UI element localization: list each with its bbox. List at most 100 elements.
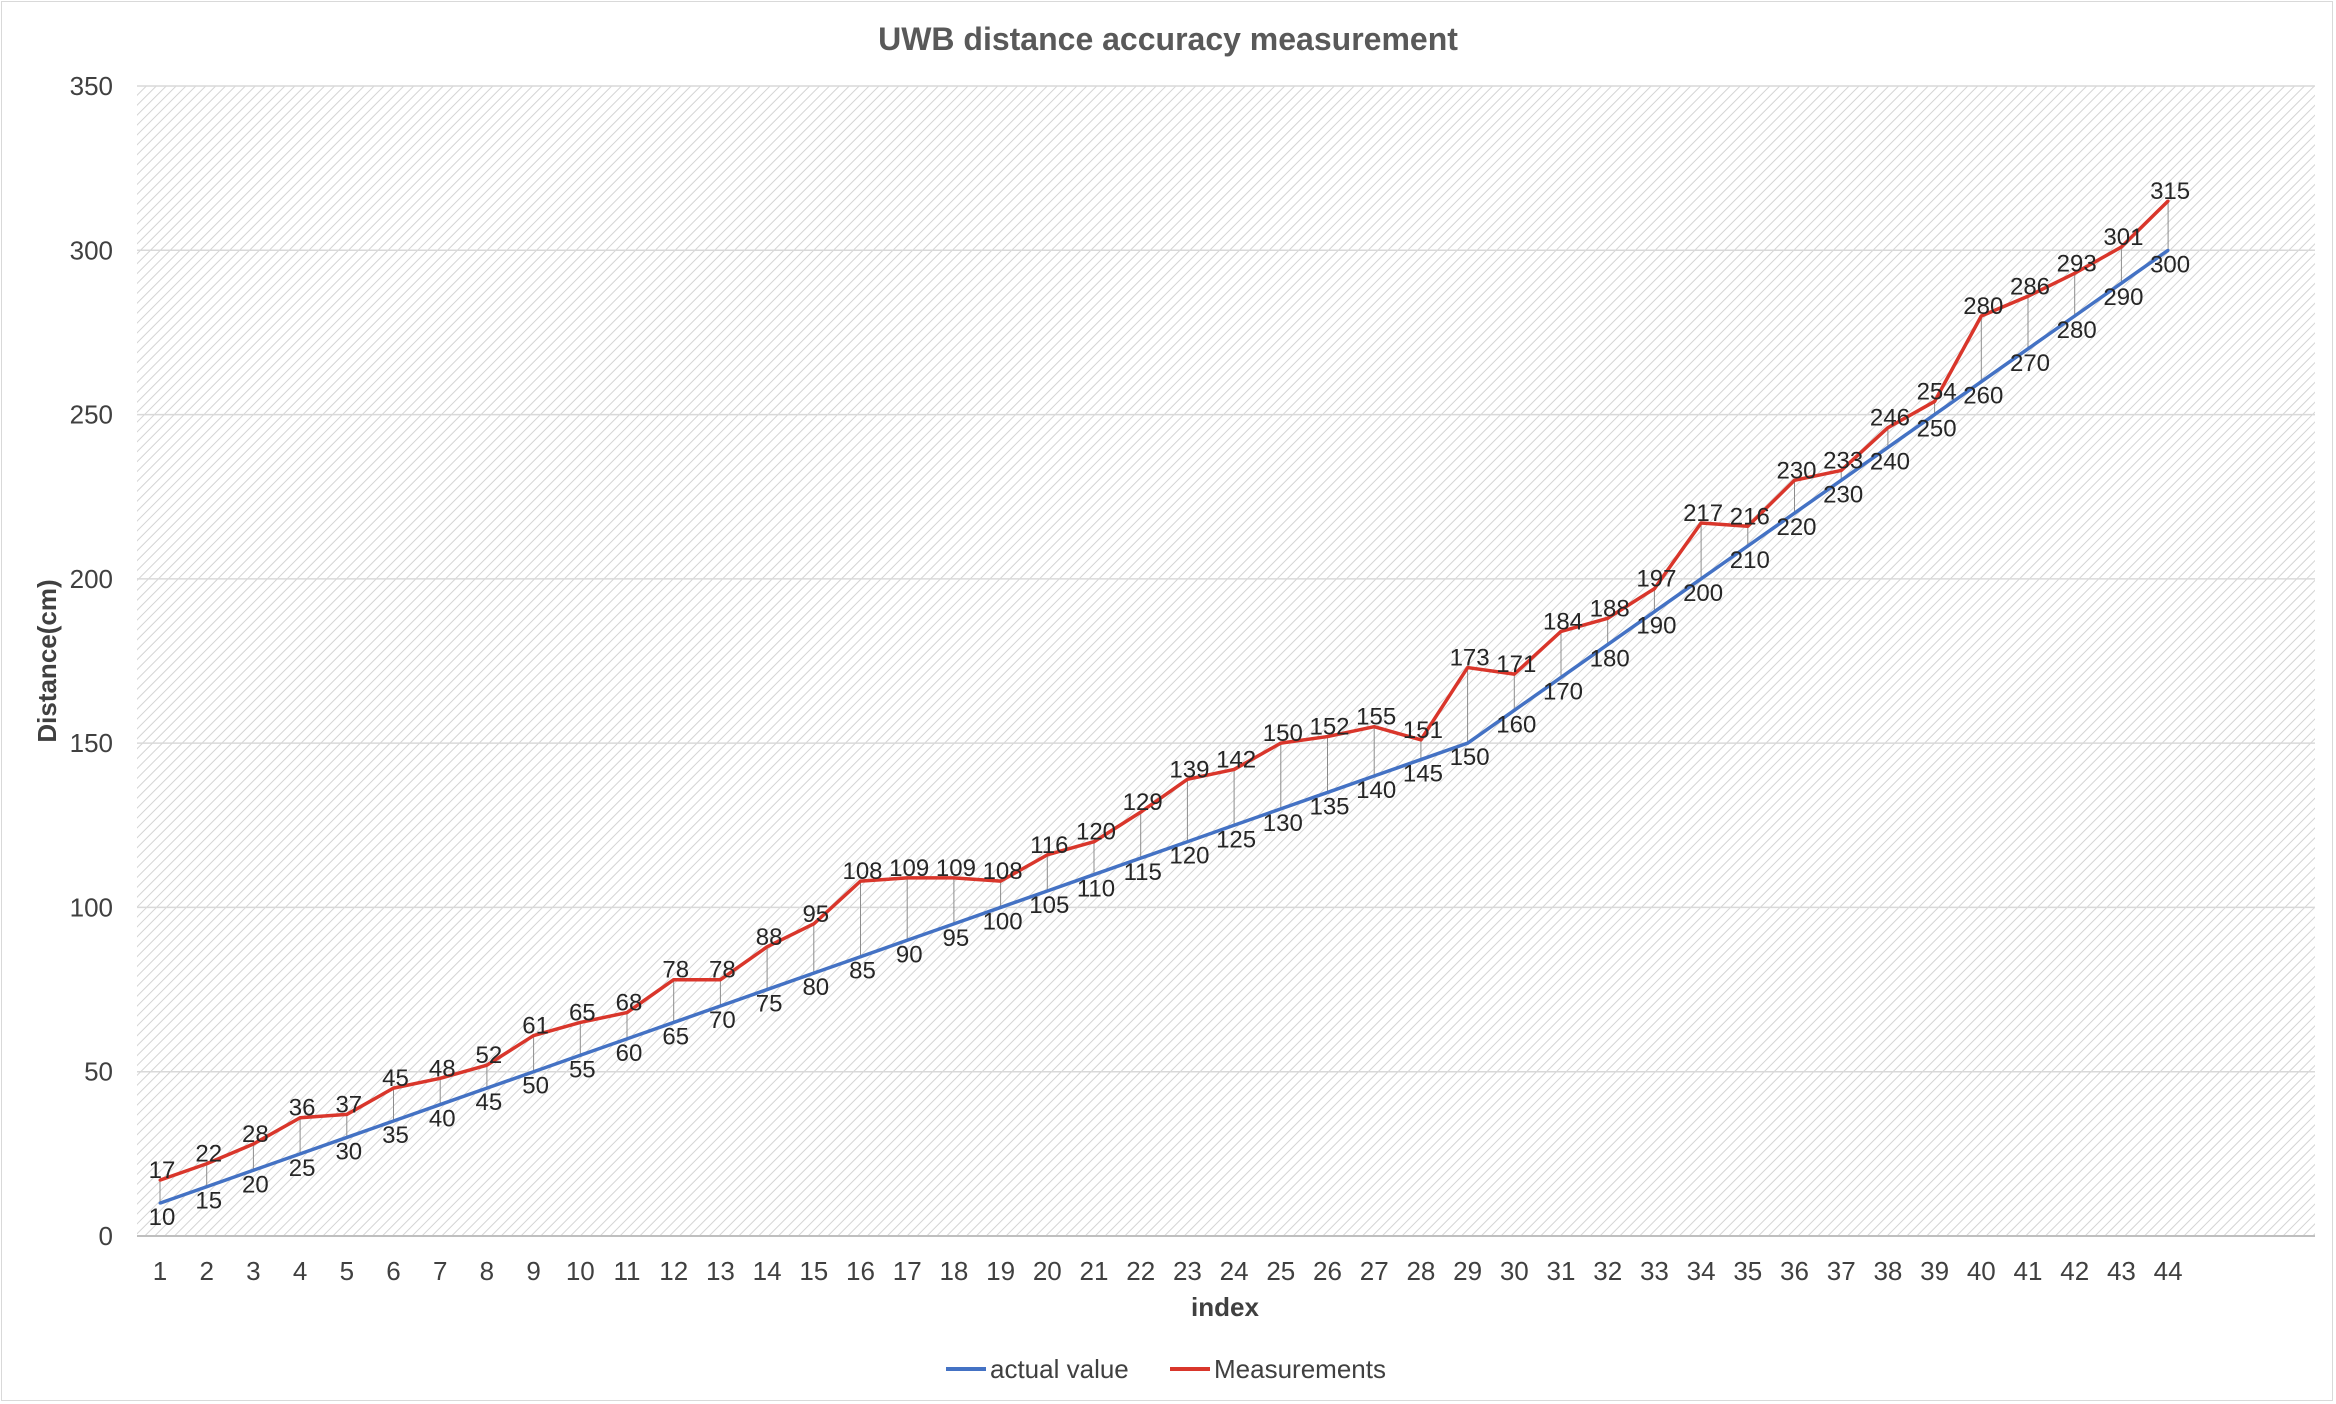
- data-label: 246: [1870, 405, 1910, 432]
- data-point: [345, 1112, 349, 1116]
- data-point: [1185, 777, 1189, 781]
- data-point: [2026, 347, 2030, 351]
- x-tick-label: 27: [1360, 1256, 1389, 1286]
- data-label: 233: [1823, 447, 1863, 474]
- data-point: [952, 876, 956, 880]
- data-point: [2073, 271, 2077, 275]
- data-point: [812, 971, 816, 975]
- data-point: [1232, 767, 1236, 771]
- data-label: 78: [709, 957, 736, 984]
- data-point: [1652, 610, 1656, 614]
- x-tick-label: 17: [893, 1256, 922, 1286]
- data-label: 20: [242, 1171, 269, 1198]
- data-label: 85: [849, 958, 876, 985]
- x-tick-label: 31: [1547, 1256, 1576, 1286]
- data-label: 120: [1076, 819, 1116, 846]
- data-label: 160: [1496, 711, 1536, 738]
- data-point: [1045, 889, 1049, 893]
- data-label: 184: [1543, 608, 1583, 635]
- legend-label: Measurements: [1214, 1354, 1386, 1384]
- x-tick-label: 26: [1313, 1256, 1342, 1286]
- x-tick-label: 21: [1080, 1256, 1109, 1286]
- data-label: 25: [289, 1155, 316, 1182]
- data-label: 210: [1730, 547, 1770, 574]
- x-tick-label: 3: [246, 1256, 260, 1286]
- data-point: [1839, 478, 1843, 482]
- data-point: [1886, 426, 1890, 430]
- data-label: 30: [335, 1138, 362, 1165]
- y-tick-label: 200: [70, 564, 113, 594]
- data-point: [765, 988, 769, 992]
- data-label: 280: [2057, 317, 2097, 344]
- y-axis-ticks: 0 50 100 150 200 250 300 350: [70, 71, 113, 1251]
- x-tick-label: 6: [386, 1256, 400, 1286]
- data-point: [1092, 840, 1096, 844]
- x-tick-label: 18: [939, 1256, 968, 1286]
- x-tick-label: 16: [846, 1256, 875, 1286]
- data-point: [625, 1011, 629, 1015]
- data-label: 68: [616, 990, 643, 1017]
- data-label: 36: [289, 1095, 316, 1122]
- data-label: 220: [1776, 514, 1816, 541]
- data-label: 35: [382, 1122, 409, 1149]
- data-point: [1466, 741, 1470, 745]
- data-point: [251, 1142, 255, 1146]
- data-point: [1699, 577, 1703, 581]
- data-point: [298, 1116, 302, 1120]
- drop-lines: [159, 201, 2169, 1204]
- x-tick-label: 20: [1033, 1256, 1062, 1286]
- data-label: 180: [1590, 646, 1630, 673]
- data-label: 15: [195, 1188, 222, 1215]
- data-label: 293: [2057, 250, 2097, 277]
- gridlines: [137, 85, 2315, 1237]
- data-label: 260: [1963, 383, 2003, 410]
- x-tick-label: 43: [2107, 1256, 2136, 1286]
- data-label: 142: [1216, 746, 1256, 773]
- data-point: [1092, 873, 1096, 877]
- data-label: 108: [983, 858, 1023, 885]
- x-tick-label: 44: [2154, 1256, 2183, 1286]
- x-tick-label: 29: [1453, 1256, 1482, 1286]
- data-label: 95: [802, 901, 829, 928]
- data-point: [2166, 248, 2170, 252]
- x-tick-label: 4: [293, 1256, 307, 1286]
- data-point: [392, 1086, 395, 1090]
- x-tick-label: 30: [1500, 1256, 1529, 1286]
- data-point: [1279, 741, 1283, 745]
- data-label: 17: [149, 1157, 176, 1184]
- data-point: [438, 1103, 442, 1107]
- series-lines: [158, 199, 2170, 1205]
- data-label: 150: [1450, 744, 1490, 771]
- data-point: [1652, 587, 1656, 591]
- x-tick-label: 10: [566, 1256, 595, 1286]
- x-tick-label: 22: [1126, 1256, 1155, 1286]
- data-point: [625, 1037, 629, 1041]
- data-point: [1746, 544, 1750, 548]
- data-point: [2166, 199, 2170, 203]
- data-point: [1185, 840, 1189, 844]
- data-label: 170: [1543, 678, 1583, 705]
- series-line-actual-value: [159, 248, 2170, 1205]
- x-tick-label: 11: [614, 1256, 641, 1286]
- data-label: 55: [569, 1056, 596, 1083]
- data-point: [718, 978, 722, 982]
- data-point: [1419, 738, 1423, 742]
- data-point: [999, 905, 1003, 909]
- data-label: 116: [1030, 832, 1068, 859]
- data-point: [1139, 810, 1143, 814]
- data-point: [1512, 672, 1516, 676]
- data-label: 270: [2010, 350, 2050, 377]
- data-label: 301: [2103, 224, 2143, 251]
- data-label: 130: [1263, 810, 1303, 837]
- x-tick-label: 15: [799, 1256, 828, 1286]
- data-label: 150: [1263, 720, 1303, 747]
- data-point: [2119, 281, 2123, 285]
- x-axis-ticks: 1 2 3 4 5 6 7 8 9 10 11 12 13 14 15 16 17 18 19 20 21 22 23 24 2…: [153, 1256, 2183, 1286]
- data-label: 40: [429, 1106, 456, 1133]
- data-label: 315: [2150, 178, 2190, 205]
- x-tick-label: 25: [1266, 1256, 1295, 1286]
- x-tick-label: 38: [1873, 1256, 1902, 1286]
- data-label: 45: [476, 1089, 503, 1116]
- data-point: [578, 1020, 582, 1024]
- data-label: 155: [1356, 704, 1396, 731]
